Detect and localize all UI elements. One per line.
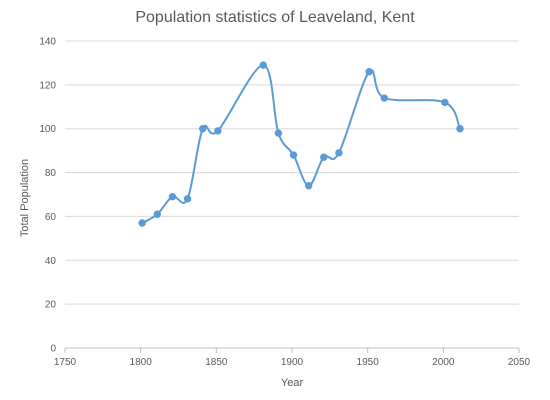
x-tick-label: 1800 xyxy=(130,357,153,368)
data-point xyxy=(441,98,449,107)
data-point xyxy=(153,210,162,218)
data-point xyxy=(274,129,283,137)
x-tick-label: 1750 xyxy=(54,357,77,368)
data-points xyxy=(138,61,464,227)
chart-title: Population statistics of Leaveland, Kent xyxy=(135,9,415,26)
data-point xyxy=(304,182,313,190)
series-layer xyxy=(141,64,461,224)
data-point xyxy=(168,192,177,201)
axes xyxy=(64,347,520,353)
data-point xyxy=(289,151,298,159)
y-tick-label: 120 xyxy=(39,80,56,91)
x-axis-label: Year xyxy=(281,377,304,389)
y-tick-label: 80 xyxy=(45,168,57,179)
data-point xyxy=(380,94,389,102)
x-tick-label: 2000 xyxy=(432,357,455,368)
data-point xyxy=(138,219,146,227)
data-point xyxy=(320,153,328,161)
y-tick-label: 40 xyxy=(45,256,57,267)
y-tick-label: 140 xyxy=(39,37,56,48)
data-point xyxy=(199,125,207,133)
y-tick-label: 100 xyxy=(39,124,56,135)
y-axis-label: Total Population xyxy=(19,159,31,237)
data-point xyxy=(214,127,222,135)
data-point xyxy=(335,149,343,157)
series-line xyxy=(141,64,461,224)
y-tick-label: 0 xyxy=(50,344,56,355)
data-point xyxy=(365,68,373,76)
data-point xyxy=(456,125,464,133)
x-tick-label: 2050 xyxy=(508,357,531,368)
x-tick-label: 1850 xyxy=(205,357,228,368)
data-point xyxy=(259,61,267,69)
y-tick-label: 60 xyxy=(45,212,57,223)
y-tick-label: 20 xyxy=(45,300,57,311)
grid-lines xyxy=(65,40,519,305)
data-point xyxy=(183,195,192,203)
x-tick-label: 1900 xyxy=(281,357,304,368)
x-tick-label: 1950 xyxy=(357,357,380,368)
tick-labels: 0 20 40 60 80 100 120 140 1750 1800 1850 1900 1950 20… xyxy=(39,37,530,369)
